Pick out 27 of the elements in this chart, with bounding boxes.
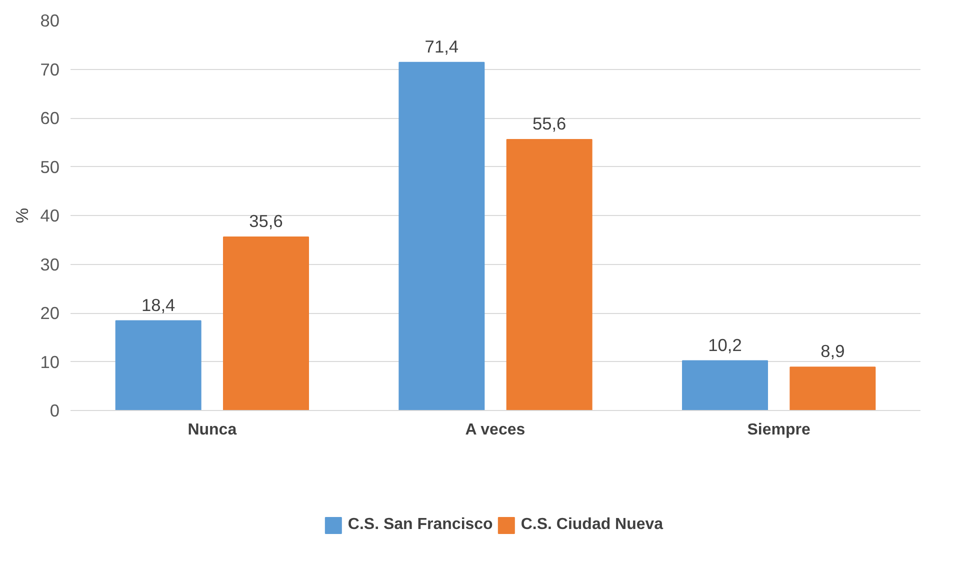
x-tick-label: Nunca bbox=[188, 422, 237, 438]
data-label: 10,2 bbox=[708, 334, 742, 355]
y-tick-label: 0 bbox=[50, 400, 60, 420]
y-tick-label: 80 bbox=[40, 10, 60, 30]
y-tick-label: 70 bbox=[40, 59, 60, 80]
data-label: 18,4 bbox=[141, 294, 176, 315]
legend-label: C.S. Ciudad Nueva bbox=[520, 516, 664, 534]
y-tick-label: 30 bbox=[40, 254, 60, 274]
bar bbox=[398, 62, 485, 410]
y-tick-label: 50 bbox=[40, 156, 60, 177]
bar bbox=[682, 360, 768, 410]
bar bbox=[506, 138, 592, 410]
data-label: 55,6 bbox=[532, 113, 566, 134]
data-label: 8,9 bbox=[820, 341, 845, 362]
bar bbox=[223, 236, 309, 410]
bar bbox=[790, 366, 876, 410]
data-label: 71,4 bbox=[424, 36, 459, 56]
x-tick-label: A veces bbox=[465, 422, 526, 438]
data-label: 35,6 bbox=[249, 210, 283, 231]
y-tick-label: 60 bbox=[40, 108, 60, 128]
y-tick-label: 10 bbox=[40, 352, 60, 372]
x-tick-label: Siempre bbox=[747, 422, 811, 438]
y-tick-label: 20 bbox=[40, 303, 60, 323]
bar bbox=[115, 320, 202, 410]
y-tick-label: 40 bbox=[40, 206, 60, 226]
y-axis-title: % bbox=[12, 208, 32, 224]
legend-label: C.S. San Francisco bbox=[348, 516, 493, 534]
